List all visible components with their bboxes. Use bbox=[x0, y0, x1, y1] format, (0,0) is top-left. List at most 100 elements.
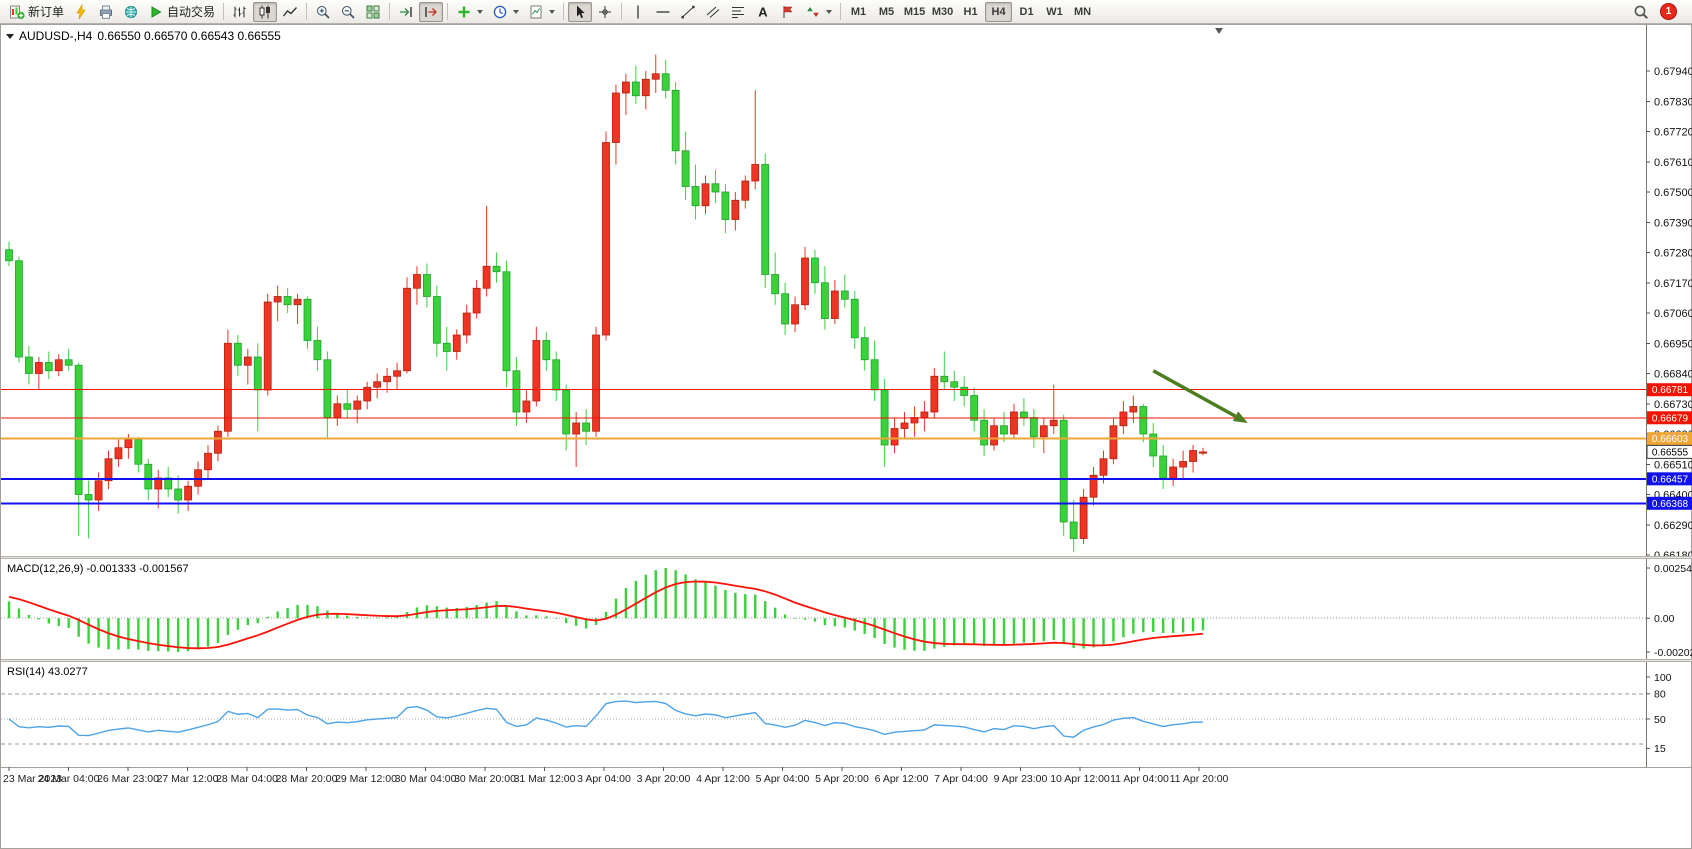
candle bbox=[303, 298, 312, 341]
price-axis-tick-label: 0.67170 bbox=[1654, 278, 1692, 290]
flag-icon bbox=[783, 5, 793, 18]
candle bbox=[512, 370, 521, 413]
date-label: 28 Mar 20:00 bbox=[276, 773, 338, 785]
toolbar-separator bbox=[223, 3, 225, 20]
templates-button[interactable] bbox=[524, 2, 559, 22]
candle bbox=[94, 480, 103, 501]
print-button[interactable] bbox=[94, 2, 118, 22]
auto-scroll-button[interactable] bbox=[394, 2, 418, 22]
price-level-badge bbox=[1647, 411, 1692, 425]
auto-trading-button[interactable]: 自动交易 bbox=[144, 2, 219, 22]
candle bbox=[472, 287, 481, 314]
horizontal-line-icon bbox=[656, 10, 670, 13]
timeframe-button-w1[interactable]: W1 bbox=[1041, 2, 1068, 22]
candle bbox=[184, 485, 193, 501]
date-label: 4 Apr 12:00 bbox=[696, 773, 750, 785]
candle bbox=[721, 191, 730, 220]
text-tool-button[interactable]: A bbox=[751, 2, 775, 22]
horizontal-line-tool-button[interactable] bbox=[651, 2, 675, 22]
candle bbox=[631, 81, 640, 97]
date-label: 10 Apr 12:00 bbox=[1050, 773, 1110, 785]
candle bbox=[741, 180, 750, 201]
price-axis-tick-label: 0.67280 bbox=[1654, 248, 1692, 260]
candle bbox=[413, 274, 421, 289]
candle bbox=[363, 386, 372, 402]
timeframe-button-m30[interactable]: M30 bbox=[929, 2, 956, 22]
label-tool-button[interactable] bbox=[776, 2, 800, 22]
dropdown-caret bbox=[549, 9, 556, 14]
macd-panel-canvas[interactable]: 0.002545 0.00 -0.002026 bbox=[1, 559, 1692, 659]
candle bbox=[900, 422, 909, 429]
candle bbox=[233, 342, 242, 366]
rsi-panel-canvas[interactable]: 100 80 50 15 bbox=[1, 662, 1692, 767]
toolbar: 新订单 自动交易 bbox=[0, 0, 1692, 24]
channel-tool-button[interactable] bbox=[701, 2, 725, 22]
date-label: 5 Apr 04:00 bbox=[756, 773, 810, 785]
indicators-button[interactable] bbox=[452, 2, 487, 22]
arrows-tool-button[interactable] bbox=[801, 2, 836, 22]
macd-axis-label: -0.002026 bbox=[1654, 647, 1692, 659]
community-button[interactable] bbox=[119, 2, 143, 22]
price-chart-canvas[interactable]: 0.67940 0.67830 0.67720 0.67610 0.67500 0.673… bbox=[1, 25, 1692, 556]
panel-separator[interactable] bbox=[1, 659, 1692, 662]
price-axis-tick-label: 0.66510 bbox=[1654, 459, 1692, 471]
crosshair-tool-button[interactable] bbox=[593, 2, 617, 22]
zoom-out-button[interactable] bbox=[336, 2, 360, 22]
bar-chart-mode-button[interactable] bbox=[228, 2, 252, 22]
candle bbox=[283, 296, 292, 306]
trendline-tool-button[interactable] bbox=[676, 2, 700, 22]
tile-windows-icon bbox=[366, 5, 380, 18]
line-chart-icon bbox=[282, 6, 298, 16]
zoom-in-button[interactable] bbox=[311, 2, 335, 22]
search-button[interactable] bbox=[1629, 2, 1653, 22]
timeframe-button-h1[interactable]: H1 bbox=[957, 2, 984, 22]
candle bbox=[343, 403, 352, 410]
candle bbox=[1079, 496, 1088, 539]
candle bbox=[930, 375, 939, 413]
candle bbox=[572, 422, 581, 435]
macd-axis-label: 0.002545 bbox=[1654, 563, 1692, 575]
macd-indicator-label: MACD(12,26,9) -0.001333 -0.001567 bbox=[7, 563, 189, 575]
date-label: 5 Apr 20:00 bbox=[815, 773, 869, 785]
candle bbox=[870, 359, 879, 391]
candle bbox=[44, 362, 53, 372]
notification-badge[interactable]: 1 bbox=[1660, 3, 1677, 20]
vertical-line-tool-button[interactable] bbox=[626, 2, 650, 22]
fibonacci-tool-button[interactable] bbox=[726, 2, 750, 22]
timeframe-button-m5[interactable]: M5 bbox=[873, 2, 900, 22]
candle bbox=[104, 458, 113, 482]
price-axis-tick-label: 0.66950 bbox=[1654, 338, 1692, 350]
timeframe-button-m1[interactable]: M1 bbox=[845, 2, 872, 22]
chart-menu-caret[interactable] bbox=[6, 33, 14, 39]
date-label: 27 Mar 12:00 bbox=[157, 773, 219, 785]
tile-windows-button[interactable] bbox=[361, 2, 385, 22]
chart-shift-button[interactable] bbox=[419, 1, 444, 22]
line-chart-mode-button[interactable] bbox=[278, 2, 302, 22]
new-order-button[interactable]: 新订单 bbox=[5, 2, 68, 22]
price-level-badge bbox=[1647, 472, 1692, 486]
candle bbox=[761, 164, 770, 275]
candle bbox=[1189, 450, 1197, 462]
dropdown-caret bbox=[513, 9, 520, 14]
trendline-icon bbox=[681, 5, 695, 18]
timeframe-button-d1[interactable]: D1 bbox=[1013, 2, 1040, 22]
timeframe-button-mn[interactable]: MN bbox=[1069, 2, 1096, 22]
cursor-tool-button[interactable] bbox=[568, 1, 593, 22]
toolbar-separator bbox=[563, 3, 565, 20]
candle bbox=[144, 463, 153, 490]
candle bbox=[403, 287, 411, 372]
candle bbox=[701, 183, 710, 207]
candle bbox=[323, 359, 332, 418]
timeframe-button-m15[interactable]: M15 bbox=[901, 2, 928, 22]
candle bbox=[373, 381, 382, 388]
periods-button[interactable] bbox=[488, 2, 523, 22]
macd-axis-label: 0.00 bbox=[1654, 613, 1675, 625]
timeframe-button-h4[interactable]: H4 bbox=[985, 1, 1013, 22]
candlestick-mode-button[interactable] bbox=[253, 1, 278, 22]
panel-separator[interactable] bbox=[1, 556, 1692, 559]
metaeditor-button[interactable] bbox=[69, 2, 93, 22]
chart-window: AUDUSD-,H4 0.66550 0.66570 0.66543 0.665… bbox=[0, 24, 1692, 849]
auto-scroll-icon bbox=[400, 6, 412, 17]
date-label: 6 Apr 12:00 bbox=[875, 773, 929, 785]
